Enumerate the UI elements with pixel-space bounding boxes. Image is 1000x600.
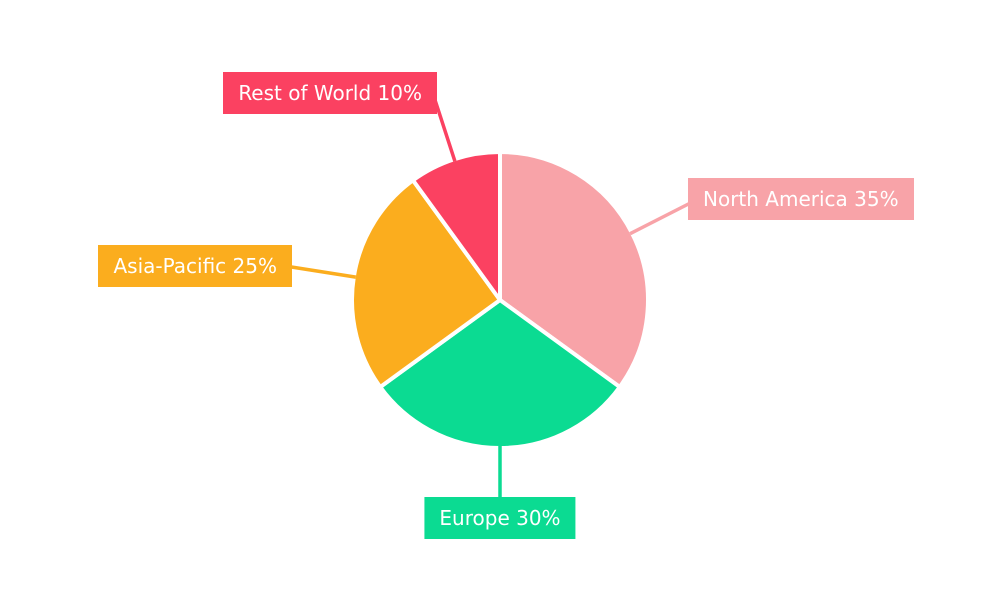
leader-line-rest-of-world xyxy=(432,97,457,162)
callout-label-europe: Europe 30% xyxy=(424,497,576,539)
callout-label-north-america: North America 35% xyxy=(688,178,914,220)
leader-line-north-america xyxy=(629,202,690,236)
leader-line-asia-pacific xyxy=(290,265,357,279)
callout-label-rest-of-world: Rest of World 10% xyxy=(223,72,437,114)
callout-label-asia-pacific: Asia-Pacific 25% xyxy=(98,245,292,287)
